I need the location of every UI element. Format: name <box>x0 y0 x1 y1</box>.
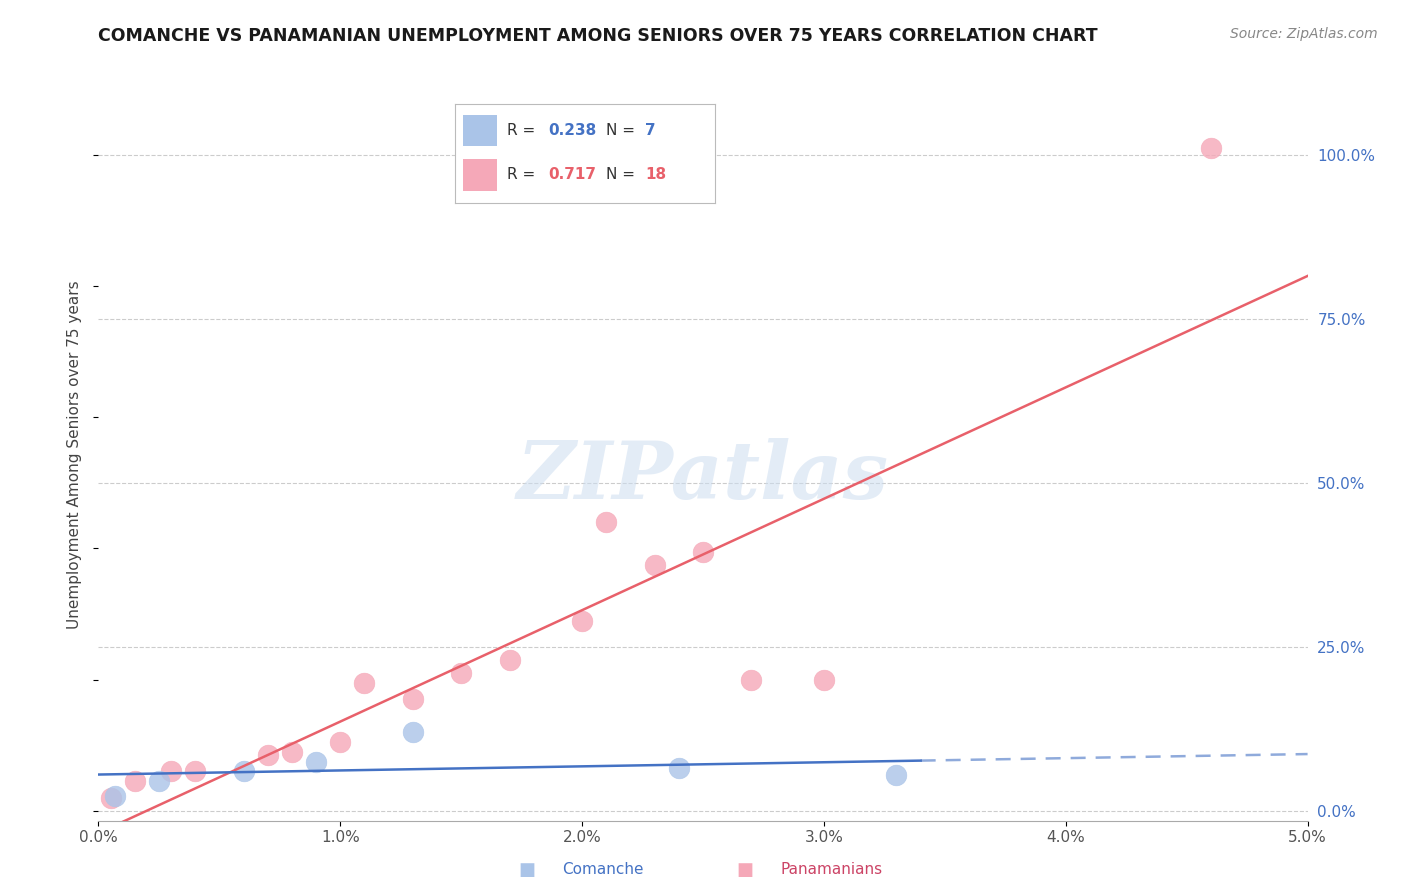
Point <box>450 666 472 681</box>
Text: Panamanians: Panamanians <box>780 863 883 877</box>
Point <box>571 614 593 628</box>
Point <box>104 789 127 804</box>
Point <box>886 768 908 782</box>
Point <box>644 558 666 572</box>
Point <box>305 755 328 769</box>
Point <box>740 673 762 687</box>
Point <box>256 747 278 762</box>
Point <box>160 764 183 779</box>
Point <box>668 761 690 775</box>
Point <box>232 764 254 779</box>
Point <box>402 692 425 706</box>
Point <box>595 515 617 529</box>
Point <box>329 735 352 749</box>
Point <box>692 544 714 558</box>
Text: Source: ZipAtlas.com: Source: ZipAtlas.com <box>1230 27 1378 41</box>
Point <box>281 745 304 759</box>
Point <box>100 790 122 805</box>
Point <box>498 653 520 667</box>
Point <box>402 725 425 739</box>
Point <box>184 764 207 779</box>
Text: Comanche: Comanche <box>562 863 644 877</box>
Point <box>148 774 170 789</box>
Point <box>1199 141 1222 155</box>
Point <box>124 774 146 789</box>
Point <box>353 676 375 690</box>
Text: ■: ■ <box>737 861 754 879</box>
Text: ZIPatlas: ZIPatlas <box>517 438 889 516</box>
Text: COMANCHE VS PANAMANIAN UNEMPLOYMENT AMONG SENIORS OVER 75 YEARS CORRELATION CHAR: COMANCHE VS PANAMANIAN UNEMPLOYMENT AMON… <box>98 27 1098 45</box>
Y-axis label: Unemployment Among Seniors over 75 years: Unemployment Among Seniors over 75 years <box>67 281 83 629</box>
Point <box>813 673 835 687</box>
Text: ■: ■ <box>519 861 536 879</box>
